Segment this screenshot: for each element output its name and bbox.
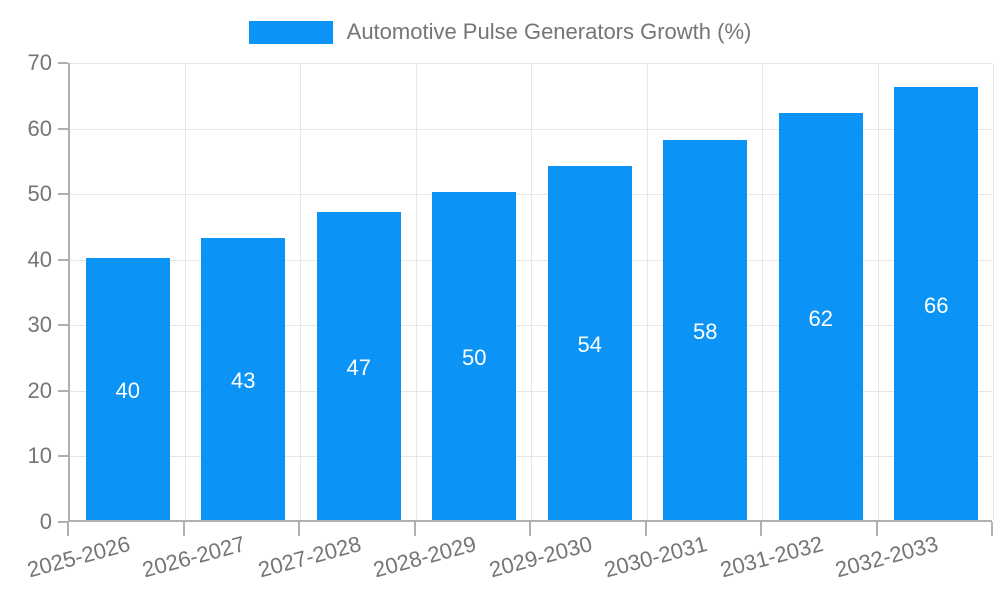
gridline-vertical (300, 63, 301, 520)
x-axis-label: 2026-2027 (139, 531, 248, 583)
x-axis-label: 2032-2033 (832, 531, 941, 583)
x-axis-tick (67, 522, 69, 536)
gridline-vertical (993, 63, 994, 520)
y-axis-label: 20 (27, 377, 52, 403)
x-axis-tick (298, 522, 300, 536)
legend-label: Automotive Pulse Generators Growth (%) (346, 19, 752, 44)
y-axis-label: 10 (27, 443, 52, 469)
x-axis-label: 2031-2032 (717, 531, 826, 583)
y-axis-label: 60 (27, 115, 52, 141)
bar[interactable] (894, 87, 979, 520)
x-axis-label: 2028-2029 (370, 531, 479, 583)
bar[interactable] (663, 139, 748, 520)
x-axis-label: 2025-2026 (24, 531, 133, 583)
y-axis-label: 40 (27, 246, 52, 272)
x-axis-label: 2030-2031 (601, 531, 710, 583)
bar-value-label: 47 (346, 354, 371, 380)
bar-value-label: 54 (577, 331, 602, 357)
x-axis-tick (760, 522, 762, 536)
y-axis-tick (58, 389, 68, 392)
x-axis-tick (644, 522, 647, 536)
legend[interactable]: Automotive Pulse Generators Growth (%) (0, 10, 1000, 54)
x-axis-tick (182, 522, 185, 536)
gridline-vertical (184, 63, 186, 520)
plot-area: 40 43 47 50 54 58 62 66 (58, 62, 994, 523)
bar-value-label: 43 (231, 368, 256, 394)
bar-value-label: 66 (924, 292, 949, 318)
bar-value-label: 62 (808, 305, 833, 331)
x-axis-tick (991, 522, 993, 536)
bar-value-label: 50 (462, 345, 487, 371)
y-axis-tick (58, 62, 68, 64)
x-axis-tick (875, 522, 878, 536)
y-axis-tick (58, 193, 68, 196)
bar[interactable] (201, 238, 286, 520)
legend-swatch (248, 20, 333, 44)
y-axis-tick (58, 455, 68, 458)
y-axis-label: 50 (27, 181, 52, 207)
y-axis-label: 30 (27, 312, 52, 338)
x-axis-tick (413, 522, 416, 536)
bar[interactable] (432, 192, 517, 520)
x-axis-tick (529, 522, 531, 536)
gridline-vertical (646, 63, 648, 520)
gridline-vertical (762, 63, 763, 520)
y-axis-label: 0 (39, 509, 52, 534)
y-axis-tick (58, 127, 68, 130)
bar[interactable] (85, 257, 170, 520)
y-axis-tick (58, 521, 68, 523)
bar[interactable] (316, 211, 401, 520)
y-axis-tick (58, 258, 68, 261)
y-axis-label: 70 (27, 50, 52, 75)
bar[interactable] (547, 165, 632, 520)
gridline-vertical (877, 63, 879, 520)
bar[interactable] (778, 113, 863, 520)
gridline-vertical (531, 63, 532, 520)
x-axis-label: 2027-2028 (255, 531, 364, 583)
x-axis-label: 2029-2030 (486, 531, 595, 583)
y-axis-tick (58, 324, 68, 327)
gridline-vertical (415, 63, 417, 520)
bar-value-label: 40 (115, 377, 140, 403)
bar-value-label: 58 (693, 318, 718, 344)
